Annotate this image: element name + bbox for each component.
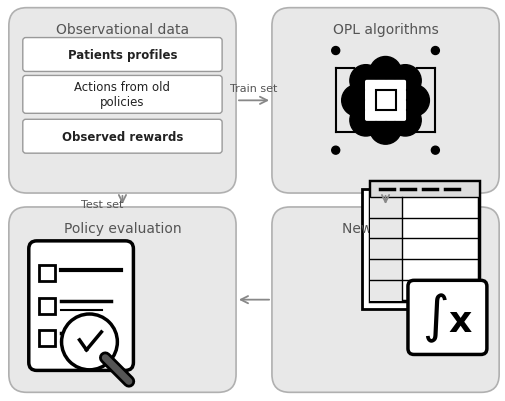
Text: Observed rewards: Observed rewards [62, 130, 183, 144]
FancyBboxPatch shape [29, 241, 133, 371]
Bar [369, 198, 401, 218]
Text: New policies: New policies [341, 221, 428, 235]
Circle shape [431, 47, 438, 55]
Text: Actions from old
policies: Actions from old policies [74, 81, 170, 109]
Circle shape [349, 105, 381, 137]
FancyBboxPatch shape [271, 9, 498, 194]
Bar [369, 182, 478, 198]
Text: Test set: Test set [80, 200, 123, 209]
Circle shape [331, 47, 339, 55]
FancyBboxPatch shape [375, 91, 395, 111]
Circle shape [388, 65, 420, 97]
Circle shape [62, 314, 117, 370]
Circle shape [397, 85, 429, 117]
Bar [369, 239, 401, 259]
Text: Observational data: Observational data [56, 22, 189, 36]
Bar [39, 298, 55, 314]
Circle shape [341, 85, 373, 117]
Bar [39, 265, 55, 282]
FancyBboxPatch shape [23, 120, 222, 154]
FancyBboxPatch shape [361, 190, 470, 309]
FancyBboxPatch shape [271, 207, 498, 392]
FancyBboxPatch shape [363, 79, 407, 123]
FancyBboxPatch shape [23, 76, 222, 114]
Bar [369, 259, 401, 280]
Circle shape [369, 113, 400, 145]
Circle shape [388, 105, 420, 137]
Circle shape [349, 65, 381, 97]
Text: Patients profiles: Patients profiles [68, 49, 177, 62]
Text: Train set: Train set [230, 84, 277, 94]
FancyBboxPatch shape [23, 38, 222, 72]
FancyBboxPatch shape [407, 281, 486, 354]
Circle shape [431, 147, 438, 155]
Circle shape [331, 147, 339, 155]
Bar [369, 218, 401, 239]
Text: $\int$x: $\int$x [421, 291, 472, 344]
Text: Policy evaluation: Policy evaluation [64, 221, 181, 235]
Circle shape [369, 57, 400, 89]
Bar [39, 330, 55, 346]
FancyBboxPatch shape [9, 9, 236, 194]
Bar [369, 280, 401, 301]
FancyBboxPatch shape [369, 182, 478, 301]
FancyBboxPatch shape [9, 207, 236, 392]
Text: OPL algorithms: OPL algorithms [332, 22, 437, 36]
